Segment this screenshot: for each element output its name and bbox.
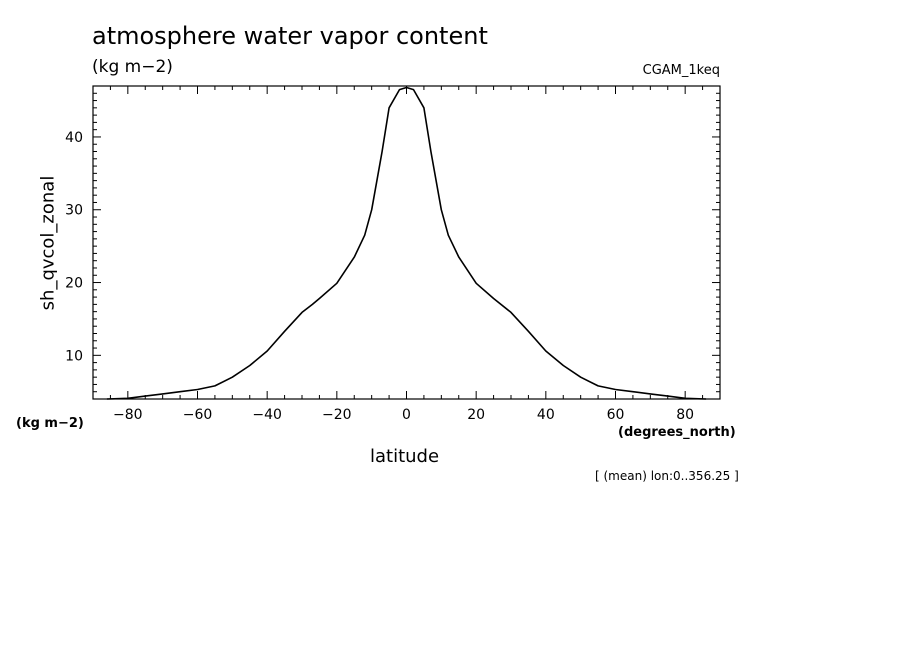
- x-tick-label: −40: [252, 407, 282, 423]
- x-tick-label: 80: [676, 407, 694, 423]
- series-line: [106, 86, 707, 400]
- x-tick-label: −20: [322, 407, 352, 423]
- x-tick-label: 0: [402, 407, 411, 423]
- x-tick-label: 20: [467, 407, 485, 423]
- x-axis-label: latitude: [370, 446, 440, 467]
- x-tick-label: −60: [183, 407, 213, 423]
- series-group: [106, 86, 707, 400]
- x-axis-unit: (degrees_north): [618, 425, 736, 440]
- y-tick-label: 20: [65, 276, 83, 292]
- plot-frame: [92, 85, 721, 400]
- x-tick-label: 40: [537, 407, 555, 423]
- chart-title: atmosphere water vapor content: [92, 22, 488, 50]
- tick-marks: [92, 85, 721, 400]
- chart-units-subtitle: (kg m−2): [92, 57, 173, 77]
- y-axis-unit: (kg m−2): [16, 416, 84, 431]
- averaging-note: [ (mean) lon:0..356.25 ]: [595, 469, 739, 483]
- y-tick-label: 40: [65, 130, 83, 146]
- x-tick-label: 60: [607, 407, 625, 423]
- y-tick-label: 30: [65, 203, 83, 219]
- x-tick-label: −80: [113, 407, 143, 423]
- dataset-label: CGAM_1keq: [642, 63, 720, 78]
- y-tick-label: 10: [65, 348, 83, 364]
- tick-labels: −80 −60 −40 −20 0 20 40 60 80 10 20 30 40: [65, 130, 694, 423]
